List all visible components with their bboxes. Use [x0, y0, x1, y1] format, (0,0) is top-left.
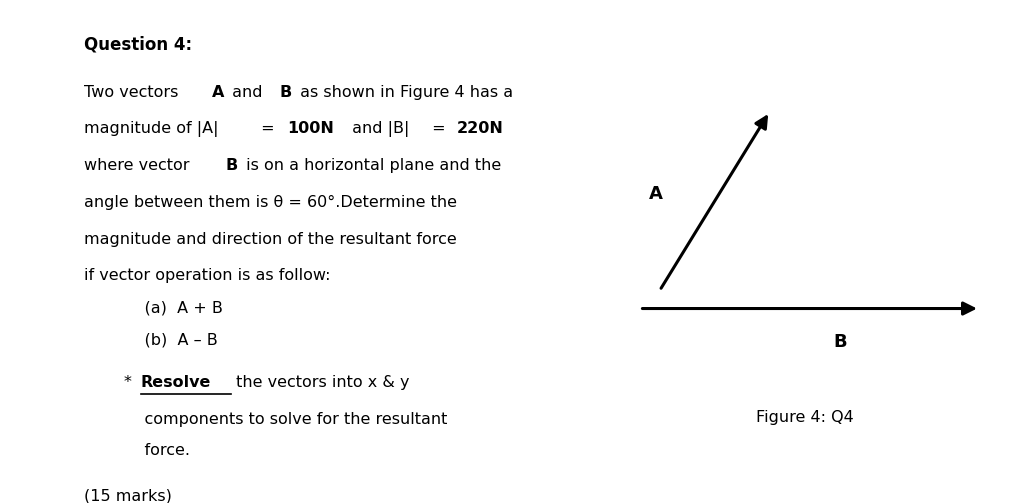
Text: force.: force. [124, 443, 191, 458]
Text: B: B [832, 333, 847, 351]
Text: B: B [226, 158, 238, 173]
Text: =: = [427, 121, 450, 136]
Text: (a)  A + B: (a) A + B [124, 301, 223, 315]
Text: =: = [256, 121, 281, 136]
Text: and: and [227, 85, 268, 100]
Text: Resolve: Resolve [141, 375, 211, 390]
Text: is on a horizontal plane and the: is on a horizontal plane and the [241, 158, 501, 173]
Text: magnitude of |A|: magnitude of |A| [84, 121, 219, 137]
Text: Figure 4: Q4: Figure 4: Q4 [756, 410, 854, 425]
Text: angle between them is θ = 60°.Determine the: angle between them is θ = 60°.Determine … [84, 195, 457, 210]
Text: and |B|: and |B| [347, 121, 409, 137]
Text: Two vectors: Two vectors [84, 85, 184, 100]
Text: 100N: 100N [287, 121, 334, 136]
Text: as shown in Figure 4 has a: as shown in Figure 4 has a [295, 85, 514, 100]
Text: *: * [124, 375, 137, 390]
Text: A: A [212, 85, 224, 100]
Text: (15 marks): (15 marks) [84, 489, 173, 503]
Text: B: B [279, 85, 292, 100]
Text: components to solve for the resultant: components to solve for the resultant [124, 412, 448, 427]
Text: where vector: where vector [84, 158, 195, 173]
Text: Question 4:: Question 4: [84, 36, 193, 53]
Text: A: A [649, 186, 663, 203]
Text: (b)  A – B: (b) A – B [124, 333, 218, 348]
Text: 220N: 220N [457, 121, 503, 136]
Text: magnitude and direction of the resultant force: magnitude and direction of the resultant… [84, 231, 457, 246]
Text: if vector operation is as follow:: if vector operation is as follow: [84, 268, 331, 283]
Text: the vectors into x & y: the vectors into x & y [231, 375, 410, 390]
